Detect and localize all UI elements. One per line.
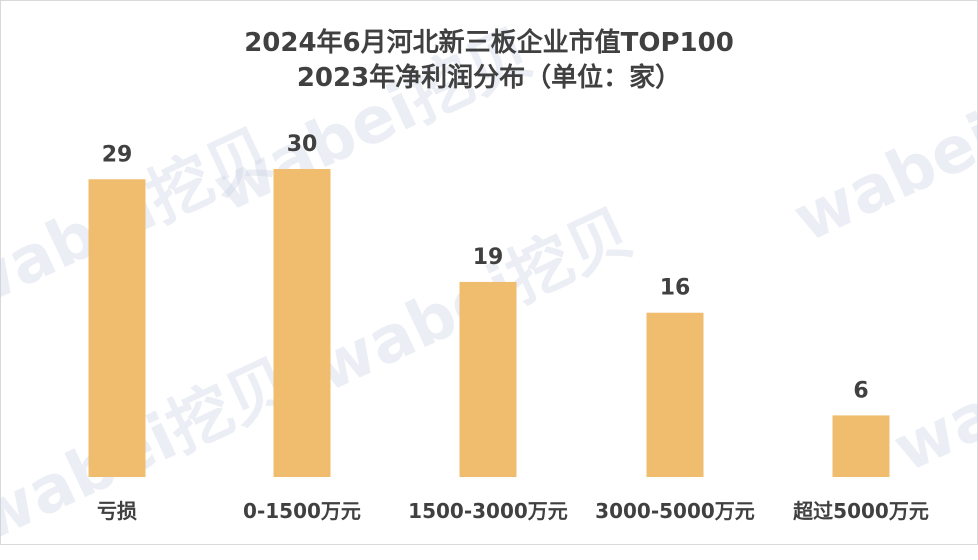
- data-label: 19: [473, 245, 504, 270]
- data-label: 6: [853, 378, 868, 403]
- category-label: 3000-5000万元: [595, 499, 755, 523]
- bar: [273, 169, 331, 477]
- bar: [832, 415, 890, 477]
- category-label: 超过5000万元: [792, 499, 929, 523]
- data-label: 29: [102, 142, 133, 167]
- category-label: 1500-3000万元: [408, 499, 568, 523]
- data-label: 30: [287, 132, 318, 157]
- bar: [88, 179, 146, 477]
- chart-subtitle: 2023年净利润分布（单位：家）: [296, 63, 682, 93]
- category-label: 亏损: [97, 499, 137, 523]
- category-label: 0-1500万元: [243, 499, 361, 523]
- data-label: 16: [660, 276, 691, 301]
- chart-title: 2024年6月河北新三板企业市值TOP100: [244, 28, 734, 58]
- bar-chart: 29 亏损 30 0-1500万元 19 1500-3000万元 16 3000-5000万元…: [88, 132, 929, 523]
- bar: [459, 281, 517, 477]
- bar: [646, 312, 704, 477]
